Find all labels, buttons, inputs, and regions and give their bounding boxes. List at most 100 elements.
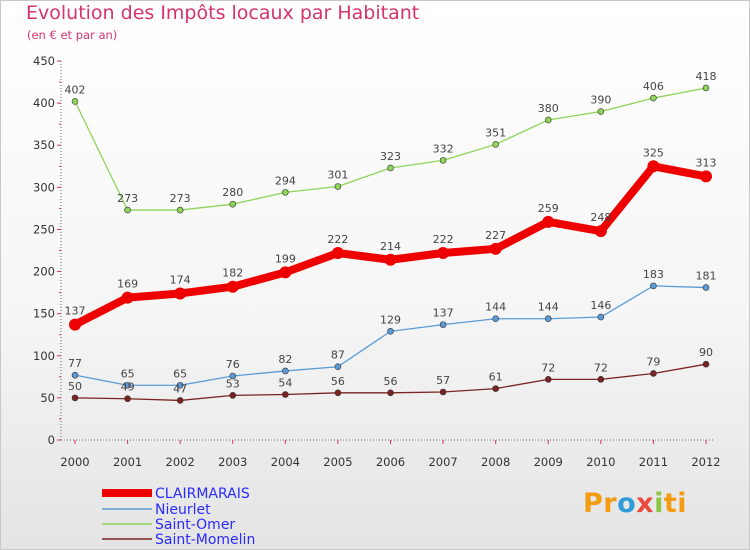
data-label: 87 — [331, 349, 345, 362]
logo-letters: i — [654, 488, 664, 519]
data-point — [229, 392, 237, 399]
data-label: 90 — [699, 346, 713, 359]
data-point — [226, 280, 239, 293]
data-label: 57 — [436, 374, 450, 387]
data-label: 182 — [222, 267, 243, 280]
data-point — [176, 397, 184, 404]
data-point — [647, 160, 660, 173]
data-point — [439, 157, 447, 164]
data-point — [700, 170, 712, 183]
x-tick-label: 2011 — [639, 455, 668, 469]
data-point — [439, 388, 447, 396]
data-point — [282, 189, 289, 196]
data-label: 294 — [275, 174, 296, 187]
data-point — [439, 321, 447, 328]
data-point — [544, 116, 552, 124]
data-label: 61 — [489, 371, 503, 384]
data-label: 137 — [433, 307, 454, 320]
data-point — [437, 247, 450, 260]
data-point — [334, 363, 342, 371]
data-point — [594, 225, 607, 238]
data-point — [331, 247, 344, 260]
data-point — [124, 395, 131, 403]
data-point — [229, 200, 237, 208]
data-label: 50 — [68, 380, 82, 393]
data-point — [176, 206, 184, 214]
data-point — [387, 389, 394, 397]
data-label: 273 — [117, 192, 138, 205]
data-point — [702, 284, 710, 291]
data-label: 325 — [643, 146, 664, 159]
data-point — [334, 389, 342, 397]
x-tick-label: 2008 — [481, 455, 510, 469]
data-label: 222 — [327, 233, 348, 246]
data-label: 273 — [170, 192, 191, 205]
logo-letters: o — [617, 488, 637, 519]
y-tick-label: 100 — [33, 349, 55, 363]
data-label: 65 — [121, 367, 135, 380]
x-tick-label: 2009 — [534, 455, 563, 469]
data-label: 351 — [485, 126, 506, 139]
data-label: 323 — [380, 150, 401, 163]
data-label: 144 — [538, 301, 559, 314]
data-point — [174, 287, 187, 300]
x-tick-label: 2010 — [586, 455, 615, 469]
x-tick-label: 2005 — [323, 455, 352, 469]
y-tick-label: 250 — [33, 222, 55, 236]
data-label: 79 — [646, 355, 660, 368]
data-label: 248 — [590, 211, 611, 224]
data-point — [597, 313, 605, 321]
data-point — [71, 394, 79, 402]
data-point — [597, 376, 605, 383]
data-point — [489, 242, 502, 255]
x-tick-label: 2003 — [218, 455, 247, 469]
data-label: 77 — [68, 357, 82, 370]
data-point — [544, 376, 552, 383]
data-point — [492, 315, 499, 323]
data-point — [229, 372, 237, 380]
data-label: 65 — [173, 367, 187, 380]
data-label: 280 — [222, 186, 243, 199]
x-tick-label: 2001 — [113, 455, 142, 469]
y-tick-label: 0 — [48, 433, 55, 447]
legend-label: Saint-Omer — [155, 517, 235, 533]
data-point — [387, 328, 394, 335]
data-point — [650, 370, 657, 377]
data-point — [492, 385, 499, 392]
data-label: 390 — [590, 94, 611, 107]
data-label: 144 — [485, 301, 506, 314]
data-label: 129 — [380, 313, 401, 326]
x-tick-label: 2004 — [271, 455, 300, 469]
data-label: 49 — [121, 381, 135, 394]
data-label: 54 — [278, 377, 292, 390]
y-tick-label: 300 — [33, 180, 55, 194]
legend-label: Nieurlet — [155, 502, 211, 518]
data-label: 174 — [170, 273, 191, 286]
proxiti-logo: Proxiti — [583, 488, 687, 519]
data-point — [176, 381, 184, 389]
data-point — [71, 98, 79, 105]
data-label: 199 — [275, 252, 296, 265]
data-label: 82 — [278, 353, 292, 366]
data-label: 402 — [65, 83, 86, 96]
data-point — [71, 371, 79, 379]
series-saint-omer: 402 273 273 280 294 301 323 332 351 380 390 406 418 — [65, 70, 717, 214]
series-line — [74, 285, 707, 386]
data-point — [597, 108, 605, 115]
data-label: 56 — [331, 375, 345, 388]
data-point — [384, 253, 397, 266]
data-point — [492, 141, 499, 148]
data-point — [702, 360, 710, 368]
data-label: 301 — [327, 168, 348, 181]
data-point — [121, 291, 134, 304]
chart-title: Evolution des Impôts locaux par Habitant — [26, 2, 420, 24]
x-tick-label: 2002 — [166, 455, 195, 469]
legend-label: CLAIRMARAIS — [155, 486, 250, 502]
series-nieurlet: 77 65 65 76 82 87 129 137 144 144 146 183 181 — [68, 268, 717, 389]
data-label: 76 — [226, 358, 240, 371]
data-point — [124, 206, 131, 214]
data-point — [542, 215, 555, 228]
